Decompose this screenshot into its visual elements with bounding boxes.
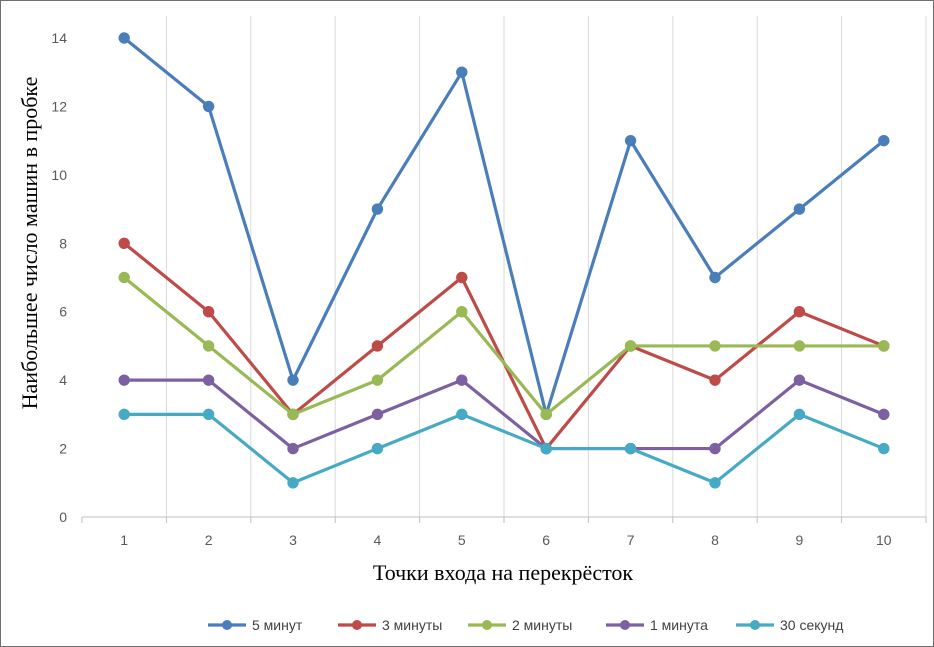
legend-item: 2 минуты (468, 617, 572, 633)
data-point (709, 340, 721, 352)
data-point (202, 100, 215, 113)
legend-swatch-marker (222, 620, 232, 630)
y-tick-label: 0 (59, 509, 67, 525)
x-tick-label: 4 (374, 532, 382, 548)
series-5 (118, 408, 890, 489)
data-point (709, 442, 721, 455)
data-point (371, 408, 384, 421)
x-tick-label: 10 (876, 532, 892, 548)
data-point (371, 340, 384, 352)
legend-label: 3 минуты (382, 617, 442, 633)
y-tick-label: 8 (59, 235, 67, 251)
x-axis-title: Точки входа на перекрёсток (373, 560, 633, 585)
data-point (624, 340, 637, 352)
data-point (456, 374, 468, 386)
data-point (878, 442, 890, 455)
y-tick-label: 14 (51, 30, 67, 46)
series-line (122, 412, 886, 485)
data-point (878, 408, 890, 421)
legend: 5 минут 3 минуты 2 минуты 1 минута 30 секунд (208, 617, 843, 633)
legend-label: 30 секунд (780, 617, 843, 633)
y-tick-label: 12 (51, 98, 67, 114)
series-lines (118, 32, 890, 489)
data-point (456, 271, 468, 284)
legend-item: 1 минута (606, 617, 708, 633)
data-point (793, 340, 806, 352)
data-point (118, 408, 130, 421)
series-line (122, 275, 886, 416)
legend-item: 3 минуты (338, 617, 442, 633)
data-point (371, 442, 384, 455)
data-point (793, 374, 806, 386)
legend-label: 5 минут (252, 617, 303, 633)
data-point (202, 374, 215, 386)
x-tick-label: 8 (711, 532, 719, 548)
data-point (878, 340, 890, 352)
data-point (540, 442, 552, 455)
x-tick-label: 7 (627, 532, 635, 548)
data-point (118, 374, 130, 386)
data-point (624, 442, 637, 455)
data-point (709, 477, 721, 489)
data-point (456, 306, 468, 318)
legend-item: 5 минут (208, 617, 303, 633)
data-point (793, 203, 806, 215)
data-point (118, 271, 130, 284)
data-point (540, 408, 552, 421)
legend-swatch-marker (750, 620, 760, 630)
gridlines (165, 16, 927, 517)
legend-label: 1 минута (650, 617, 708, 633)
y-tick-label: 10 (51, 167, 67, 183)
legend-item: 30 секунд (736, 617, 843, 633)
data-point (371, 374, 384, 386)
data-point (202, 340, 215, 352)
data-point (878, 134, 890, 147)
legend-label: 2 минуты (512, 617, 572, 633)
data-point (456, 408, 468, 421)
data-point (118, 32, 130, 44)
legend-swatch-marker (352, 620, 362, 630)
x-tick-label: 2 (205, 532, 213, 548)
data-point (202, 408, 215, 421)
series-3 (118, 271, 890, 421)
x-tick-label: 9 (796, 532, 804, 548)
data-point (709, 374, 721, 386)
x-tick-label: 6 (542, 532, 550, 548)
y-axis-title: Наибольшее число машин в пробке (17, 77, 42, 410)
data-point (287, 442, 299, 455)
series-line (122, 36, 886, 416)
y-tick-label: 2 (59, 441, 67, 457)
data-point (118, 237, 130, 249)
series-line (122, 378, 886, 451)
data-point (287, 408, 299, 421)
y-tick-label: 4 (59, 372, 67, 388)
x-tick-label: 1 (120, 532, 128, 548)
data-point (456, 66, 468, 78)
x-tick-label: 5 (458, 532, 466, 548)
data-point (793, 408, 806, 421)
y-tick-label: 6 (59, 304, 67, 320)
data-point (202, 306, 215, 318)
x-tick-label: 3 (289, 532, 297, 548)
data-point (287, 477, 299, 489)
data-point (287, 374, 299, 386)
data-point (793, 306, 806, 318)
data-point (371, 203, 384, 215)
legend-swatch-marker (620, 620, 630, 630)
legend-swatch-marker (482, 620, 492, 630)
data-point (709, 271, 721, 284)
data-point (624, 134, 637, 147)
